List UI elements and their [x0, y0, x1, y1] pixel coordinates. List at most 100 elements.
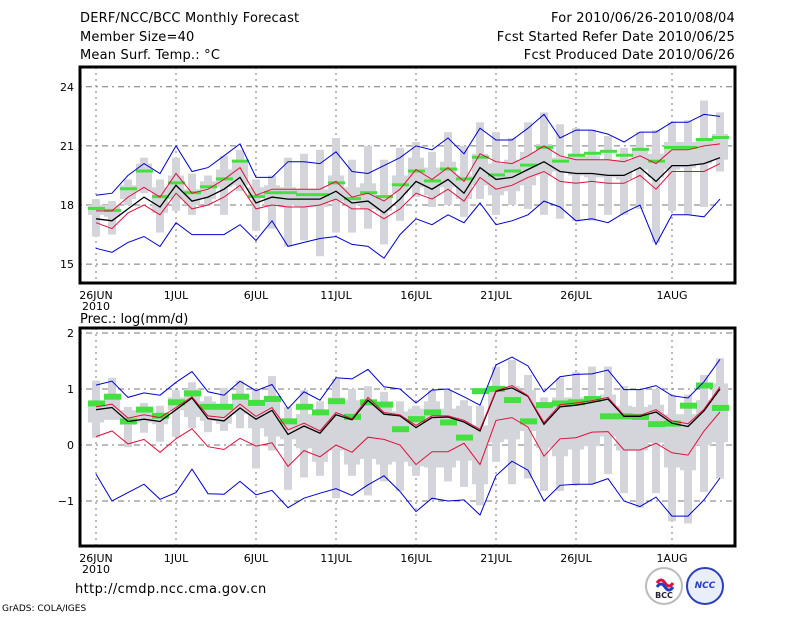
observed-marker — [648, 421, 665, 428]
x-tick-label: 16JUL — [400, 289, 432, 302]
observed-marker — [568, 153, 585, 157]
bcc-logo-text: BCC — [655, 591, 673, 600]
observed-marker — [88, 206, 105, 210]
series-lower-inner — [95, 163, 721, 230]
spread-box — [360, 403, 376, 459]
x-tick-year-label: 2010 — [82, 563, 110, 576]
x-tick-year-label: 2010 — [82, 300, 110, 313]
observed-marker — [312, 193, 329, 197]
spread-box — [664, 414, 680, 468]
observed-marker — [584, 151, 601, 155]
observed-marker — [600, 149, 617, 153]
observed-marker — [440, 167, 457, 171]
observed-marker — [168, 399, 185, 406]
member-size-label: Member Size=40 — [80, 30, 195, 45]
observed-marker — [104, 393, 121, 400]
plot-frame — [78, 65, 737, 285]
source-url[interactable]: http://cmdp.ncc.cma.gov.cn — [75, 582, 267, 597]
whisker-bar — [652, 130, 660, 243]
observed-marker — [344, 197, 361, 201]
observed-marker — [680, 402, 697, 409]
chart-title: DERF/NCC/BCC Monthly Forecast — [80, 11, 300, 26]
spread-box — [264, 185, 280, 205]
observed-marker — [536, 402, 553, 409]
spread-box — [680, 414, 696, 471]
observed-marker — [248, 195, 265, 199]
observed-marker — [664, 145, 681, 149]
spread-box — [680, 141, 696, 168]
series-lower-outer — [95, 460, 721, 517]
y-tick-label: 21 — [60, 140, 74, 153]
x-tick-label: 26JUN — [79, 289, 113, 302]
whisker-bar — [620, 147, 628, 215]
observed-marker — [344, 413, 361, 420]
y-tick-label: 15 — [60, 258, 74, 271]
variable-label: Mean Surf. Temp.: °C — [80, 48, 221, 63]
x-tick-label: 1JUL — [164, 289, 189, 302]
series-upper-outer — [95, 113, 721, 196]
observed-marker — [648, 159, 665, 163]
observed-marker — [264, 191, 281, 195]
ncc-logo: NCC — [686, 567, 724, 605]
y-tick-label: 1 — [67, 383, 74, 396]
observed-marker — [152, 412, 169, 419]
x-tick-label: 21JUL — [480, 552, 512, 565]
observed-marker — [184, 390, 201, 397]
spread-box — [520, 151, 536, 186]
observed-marker — [472, 388, 489, 395]
observed-marker — [712, 404, 729, 411]
observed-marker — [88, 400, 105, 407]
x-tick-label: 1AUG — [656, 289, 687, 302]
observed-marker — [312, 409, 329, 416]
observed-marker — [264, 395, 281, 402]
observed-marker — [536, 145, 553, 149]
observed-marker — [248, 399, 265, 406]
whisker-bar — [284, 406, 292, 490]
observed-marker — [584, 395, 601, 402]
spread-box — [296, 414, 312, 449]
whisker-bar — [108, 201, 116, 235]
observed-marker — [168, 181, 185, 185]
observed-marker — [296, 193, 313, 197]
observed-marker — [200, 403, 217, 410]
observed-marker — [520, 418, 537, 425]
spread-box — [488, 389, 504, 443]
spread-box — [712, 134, 728, 160]
series-ensemble-mean — [95, 157, 721, 222]
observed-marker — [200, 185, 217, 189]
observed-marker — [360, 191, 377, 195]
spread-box — [312, 189, 328, 207]
series-upper-inner — [96, 143, 721, 212]
y-tick-label: 18 — [60, 199, 74, 212]
observed-marker — [328, 398, 345, 405]
y-tick-label: 24 — [60, 81, 74, 94]
observed-marker — [232, 393, 249, 400]
ncc-logo-text: NCC — [694, 581, 716, 591]
spread-box — [696, 400, 712, 445]
series-upper-inner — [95, 385, 721, 432]
spread-box — [264, 395, 280, 437]
spread-box — [168, 175, 184, 200]
observed-marker — [712, 136, 729, 140]
observed-marker — [376, 195, 393, 199]
observed-marker — [568, 399, 585, 406]
whisker-bar — [636, 132, 644, 209]
observed-marker — [616, 153, 633, 157]
spread-box — [248, 401, 264, 429]
forecast-start-date: Fcst Started Refer Date 2010/06/25 — [496, 30, 735, 45]
observed-marker — [424, 409, 441, 416]
observed-marker — [232, 159, 249, 163]
spread-box — [456, 405, 472, 461]
grads-credit: GrADS: COLA/IGES — [2, 604, 87, 614]
spread-box — [360, 183, 376, 209]
observed-marker — [552, 400, 569, 407]
plot-frame — [78, 326, 737, 548]
x-tick-label: 6JUL — [244, 289, 269, 302]
spread-box — [248, 187, 264, 198]
spread-box — [584, 397, 600, 447]
spread-box — [328, 397, 344, 451]
whisker-bar — [172, 390, 180, 437]
observed-marker — [296, 403, 313, 410]
